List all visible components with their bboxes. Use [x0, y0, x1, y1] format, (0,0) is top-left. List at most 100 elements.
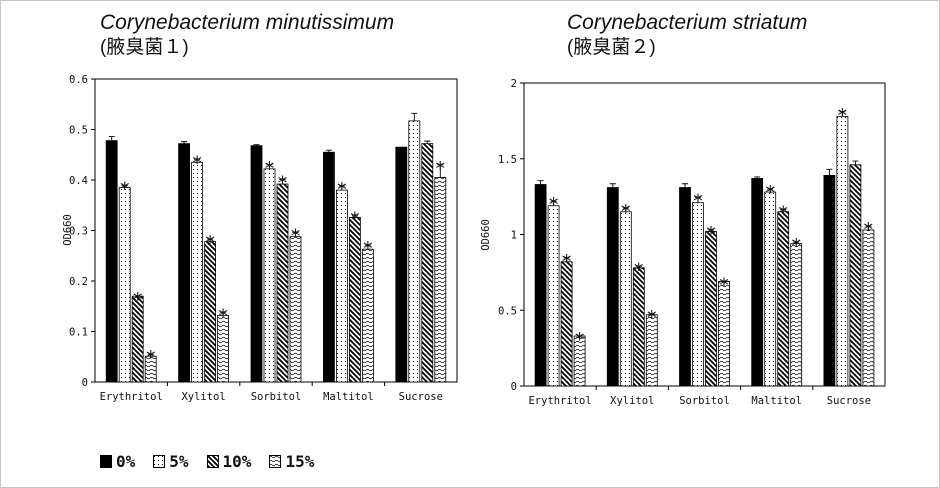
c1-error-bar	[220, 311, 227, 316]
c1-error-bar	[292, 232, 299, 237]
c1-bar-10pct	[348, 216, 361, 383]
c1-category-label: Sorbitol	[251, 391, 302, 403]
legend-swatch-diagonal	[206, 454, 219, 468]
c2-significance-mark: *	[693, 190, 703, 212]
c1-significance-mark: *	[133, 289, 143, 311]
c2-bar-0pct	[679, 187, 691, 387]
c1-bar-5pct	[191, 161, 204, 383]
c2-significance-mark: *	[838, 105, 848, 127]
c1-bar-0pct	[250, 145, 263, 383]
c2-bar-5pct	[692, 202, 704, 387]
c1-significance-mark: *	[291, 226, 301, 248]
c2-bar-10pct	[849, 164, 862, 387]
c2-error-bar	[648, 313, 655, 315]
c2-error-bar	[754, 176, 761, 179]
c2-significance-mark: *	[575, 329, 585, 351]
chart2-title-block: Corynebacterium striatum (腋臭菌２)	[567, 10, 807, 60]
c1-bar-15pct	[434, 177, 447, 383]
c1-ytick-label: 0.1	[69, 327, 88, 339]
c1-category-label: Maltitol	[323, 391, 374, 403]
c2-ytick-label: 0.5	[498, 305, 517, 317]
c1-error-bar	[207, 238, 214, 242]
c1-ytick-label: 0.3	[69, 226, 88, 238]
c1-error-bar	[147, 353, 154, 357]
c1-ytick-label: 0.2	[69, 276, 88, 288]
legend-label-0: 0%	[116, 451, 136, 471]
chart2-ylabel: OD660	[480, 219, 492, 251]
c2-error-bar	[708, 229, 714, 232]
c2-error-bar	[537, 180, 544, 185]
c2-error-bar	[767, 188, 774, 193]
c1-significance-mark: *	[436, 158, 446, 180]
c1-error-bar	[253, 144, 260, 146]
legend-item-0: 0%	[100, 452, 135, 471]
c2-error-bar	[852, 160, 859, 165]
c1-bar-5pct	[263, 168, 276, 383]
c2-error-bar	[682, 183, 688, 188]
c1-ytick-label: 0.4	[69, 175, 88, 187]
c1-significance-mark: *	[265, 158, 275, 180]
c2-error-bar	[635, 265, 642, 268]
c1-error-bar	[424, 140, 431, 144]
c1-error-bar	[279, 179, 286, 185]
c1-error-bar	[181, 141, 188, 144]
c2-error-bar	[622, 207, 629, 212]
c2-error-bar	[695, 196, 701, 203]
c2-category-label: Sorbitol	[679, 395, 730, 407]
legend-swatch-solid	[100, 454, 112, 468]
c1-bar-5pct	[408, 120, 421, 383]
c1-error-bar	[266, 164, 273, 169]
c2-bar-5pct	[547, 205, 560, 387]
c1-bar-0pct	[395, 146, 408, 383]
c2-significance-mark: *	[562, 251, 572, 273]
chart1-ylabel: OD660	[62, 214, 74, 246]
c2-significance-mark: *	[549, 194, 559, 216]
chart1-title-block: Corynebacterium minutissimum (腋臭菌１)	[100, 10, 394, 60]
c2-error-bar	[609, 183, 616, 188]
c1-significance-mark: *	[192, 152, 202, 174]
chart1-subtitle: (腋臭菌１)	[100, 37, 189, 58]
chart1-title: Corynebacterium minutissimum	[100, 11, 395, 34]
c2-bar-10pct	[632, 267, 645, 387]
c2-bar-0pct	[534, 184, 547, 387]
legend-swatch-waves	[269, 454, 282, 468]
c2-bar-15pct	[862, 229, 875, 387]
c1-bar-15pct	[361, 248, 374, 383]
c1-bar-0pct	[322, 151, 335, 383]
c1-error-bar	[338, 185, 345, 191]
c2-significance-mark: *	[634, 259, 644, 281]
c1-bar-0pct	[105, 140, 118, 383]
c1-bar-0pct	[178, 143, 191, 383]
c1-bar-5pct	[118, 187, 131, 383]
c1-significance-mark: *	[120, 179, 130, 201]
c2-bar-10pct	[777, 211, 790, 387]
c1-error-bar	[351, 214, 358, 218]
c1-error-bar	[108, 136, 115, 141]
c1-significance-mark: *	[363, 238, 373, 260]
legend-item-2: 10%	[206, 451, 252, 471]
c2-category-label: Erythritol	[528, 395, 591, 407]
c2-bar-0pct	[606, 187, 619, 387]
c2-error-bar	[780, 209, 787, 212]
c2-significance-mark: *	[621, 201, 631, 223]
c1-error-bar	[121, 185, 128, 188]
c2-ytick-label: 1	[511, 230, 517, 242]
legend-item-1: 5%	[153, 452, 189, 471]
c2-bar-0pct	[823, 175, 836, 387]
chart2-subtitle: (腋臭菌２)	[567, 37, 656, 58]
c2-error-bar	[793, 241, 800, 244]
c1-error-bar	[194, 158, 201, 163]
c2-error-bar	[550, 200, 557, 206]
c1-category-label: Xylitol	[181, 391, 225, 403]
c2-significance-mark: *	[864, 219, 874, 241]
c2-bar-15pct	[573, 335, 586, 387]
c2-error-bar	[839, 111, 846, 117]
c1-error-bar	[411, 112, 418, 121]
c1-error-bar	[437, 164, 444, 178]
c2-bar-5pct	[836, 115, 849, 387]
c2-category-label: Xylitol	[610, 395, 654, 407]
c1-significance-mark: *	[337, 179, 347, 201]
legend-label-2: 10%	[222, 451, 252, 471]
c2-ytick-label: 2	[511, 78, 517, 90]
